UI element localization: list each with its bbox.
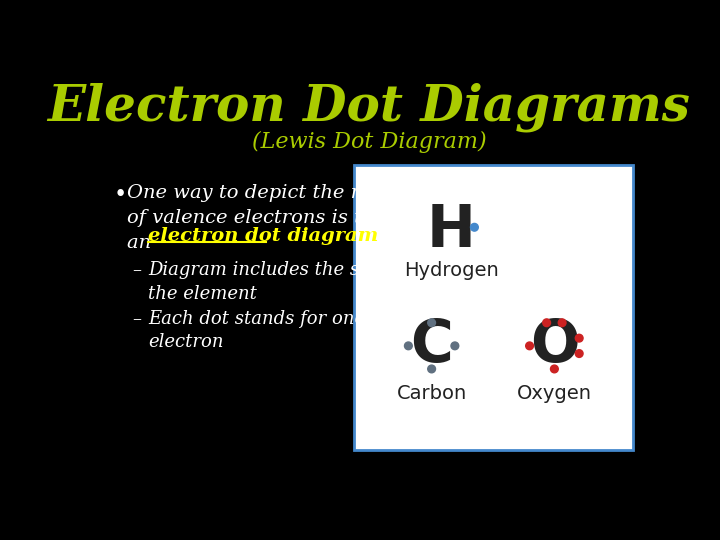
Text: Carbon: Carbon [397,384,467,403]
Circle shape [451,342,459,350]
Text: One way to depict the number
of valence electrons is through
an: One way to depict the number of valence … [127,184,433,252]
Text: –: – [132,261,142,279]
Circle shape [405,342,413,350]
Circle shape [558,319,566,327]
Circle shape [575,350,583,357]
Text: •: • [113,184,127,206]
Text: Hydrogen: Hydrogen [404,261,498,280]
Text: electron dot diagram: electron dot diagram [148,227,379,245]
Text: C: C [410,318,453,374]
Text: H: H [427,202,476,259]
Text: Each dot stands for one valence
electron: Each dot stands for one valence electron [148,309,441,351]
Text: Diagram includes the symbol for
the element: Diagram includes the symbol for the elem… [148,261,446,303]
Circle shape [575,334,583,342]
Circle shape [551,365,558,373]
Circle shape [471,224,478,231]
Circle shape [526,342,534,350]
Circle shape [428,319,436,327]
Circle shape [428,365,436,373]
FancyBboxPatch shape [354,165,632,450]
Text: Electron Dot Diagrams: Electron Dot Diagrams [48,83,690,132]
Text: Oxygen: Oxygen [517,384,592,403]
Circle shape [543,319,551,327]
Text: O: O [530,318,579,374]
Text: –: – [132,309,142,328]
Text: (Lewis Dot Diagram): (Lewis Dot Diagram) [252,131,486,153]
